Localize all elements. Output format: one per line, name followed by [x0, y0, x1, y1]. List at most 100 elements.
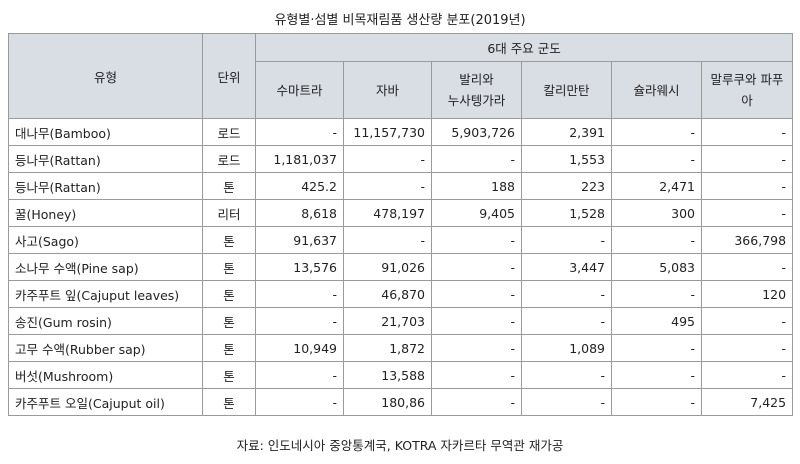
header-unit: 단위 [202, 33, 256, 119]
row-unit: 톤 [202, 253, 256, 281]
row-type: 등나무(Rattan) [8, 145, 203, 173]
row-value: 366,798 [700, 226, 794, 254]
row-value: 1,089 [521, 334, 612, 362]
row-type: 카주푸트 잎(Cajuput leaves) [8, 280, 203, 308]
row-value: 300 [611, 199, 702, 227]
row-value: 478,197 [343, 199, 432, 227]
row-value: - [343, 172, 432, 200]
header-type: 유형 [8, 33, 203, 119]
row-unit: 리터 [202, 199, 256, 227]
row-value: 3,447 [521, 253, 612, 281]
row-value: - [431, 334, 522, 362]
row-type: 대나무(Bamboo) [8, 118, 203, 146]
row-type: 고무 수액(Rubber sap) [8, 334, 203, 362]
row-unit: 로드 [202, 118, 256, 146]
row-type: 사고(Sago) [8, 226, 203, 254]
row-value: 13,576 [255, 253, 344, 281]
row-type: 꿀(Honey) [8, 199, 203, 227]
row-type: 카주푸트 오일(Cajuput oil) [8, 388, 203, 416]
table-row: 고무 수액(Rubber sap) 톤 10,949 1,872-1,089- - [8, 334, 794, 362]
row-value: 10,949 [255, 334, 344, 362]
source-note: 자료: 인도네시아 중앙통계국, KOTRA 자카르타 무역관 재가공 [236, 438, 564, 453]
table-row: 카주푸트 잎(Cajuput leaves) 톤 -46,870- - -120 [8, 280, 794, 308]
row-value: 9,405 [431, 199, 522, 227]
row-value: - [700, 199, 794, 227]
row-value: 1,872 [343, 334, 432, 362]
row-value: - [343, 145, 432, 173]
row-value: 2,391 [521, 118, 612, 146]
header-region: 말루쿠와 파푸아 [700, 61, 794, 119]
row-value: - [700, 334, 794, 362]
row-value: 7,425 [700, 388, 794, 416]
row-value: 2,471 [611, 172, 702, 200]
row-unit: 톤 [202, 334, 256, 362]
row-value: 5,083 [611, 253, 702, 281]
row-value: 1,553 [521, 145, 612, 173]
row-value: - [521, 280, 612, 308]
row-value: - [611, 226, 702, 254]
row-value: 13,588 [343, 361, 432, 389]
header-region: 슐라웨시 [611, 61, 702, 119]
table-row: 카주푸트 오일(Cajuput oil) 톤 -180,86- - -7,425 [8, 388, 794, 416]
row-value: 91,026 [343, 253, 432, 281]
row-value: - [700, 361, 794, 389]
row-value: 188 [431, 172, 522, 200]
row-value: - [431, 388, 522, 416]
row-value: - [255, 388, 344, 416]
row-value: - [343, 226, 432, 254]
row-value: 1,528 [521, 199, 612, 227]
production-table: 유형 단위 6대 주요 군도 수마트라 자바 발리와 누사텡가라 칼리만탄 슐라웨시 말루쿠… [8, 33, 794, 416]
table-title: 유형별·섬별 비목재림품 생산량 분포(2019년) [274, 13, 526, 28]
row-value: - [611, 118, 702, 146]
row-value: 8,618 [255, 199, 344, 227]
row-value: - [700, 118, 794, 146]
row-unit: 톤 [202, 280, 256, 308]
table-row: 등나무(Rattan) 로드 1,181,037- -1,553- - [8, 145, 794, 173]
row-type: 소나무 수액(Pine sap) [8, 253, 203, 281]
row-unit: 톤 [202, 172, 256, 200]
header-region: 수마트라 [255, 61, 344, 119]
row-value: - [700, 253, 794, 281]
row-value: - [611, 280, 702, 308]
row-unit: 톤 [202, 388, 256, 416]
header-region: 자바 [343, 61, 432, 119]
row-value: 1,181,037 [255, 145, 344, 173]
row-value: - [611, 334, 702, 362]
row-value: 11,157,730 [343, 118, 432, 146]
row-value: - [255, 118, 344, 146]
row-value: - [431, 145, 522, 173]
header-group: 6대 주요 군도 [254, 33, 794, 62]
table-row: 꿀(Honey) 리터 8,618 478,197 9,405 1,528 300- [8, 199, 794, 227]
header-region: 발리와 누사텡가라 [431, 61, 522, 119]
row-value: 120 [700, 280, 794, 308]
row-value: 180,86 [343, 388, 432, 416]
row-value: - [431, 361, 522, 389]
table-row: 대나무(Bamboo) 로드 -11,157,730 5,903,726 2,391- - [8, 118, 794, 146]
row-type: 송진(Gum rosin) [8, 307, 203, 335]
row-unit: 톤 [202, 307, 256, 335]
row-unit: 톤 [202, 361, 256, 389]
row-value: 91,637 [255, 226, 344, 254]
row-value: - [255, 280, 344, 308]
row-value: 223 [521, 172, 612, 200]
row-value: 425.2 [255, 172, 344, 200]
row-type: 등나무(Rattan) [8, 172, 203, 200]
row-value: - [700, 172, 794, 200]
table-row: 송진(Gum rosin) 톤 -21,703- -495- [8, 307, 794, 335]
table-row: 사고(Sago) 톤 91,637- - - -366,798 [8, 226, 794, 254]
row-value: - [700, 145, 794, 173]
table-row: 소나무 수액(Pine sap) 톤 13,576 91,026 - 3,447 5,083… [8, 253, 794, 281]
row-value: 5,903,726 [431, 118, 522, 146]
row-unit: 톤 [202, 226, 256, 254]
row-value: - [521, 226, 612, 254]
row-value: 21,703 [343, 307, 432, 335]
row-type: 버섯(Mushroom) [8, 361, 203, 389]
row-unit: 로드 [202, 145, 256, 173]
table-row: 등나무(Rattan) 톤 425.2-188 223 2,471- [8, 172, 794, 200]
row-value: - [521, 307, 612, 335]
row-value: - [611, 388, 702, 416]
row-value: - [431, 226, 522, 254]
row-value: - [431, 307, 522, 335]
row-value: - [611, 361, 702, 389]
table-row: 버섯(Mushroom) 톤 -13,588- - - - [8, 361, 794, 389]
